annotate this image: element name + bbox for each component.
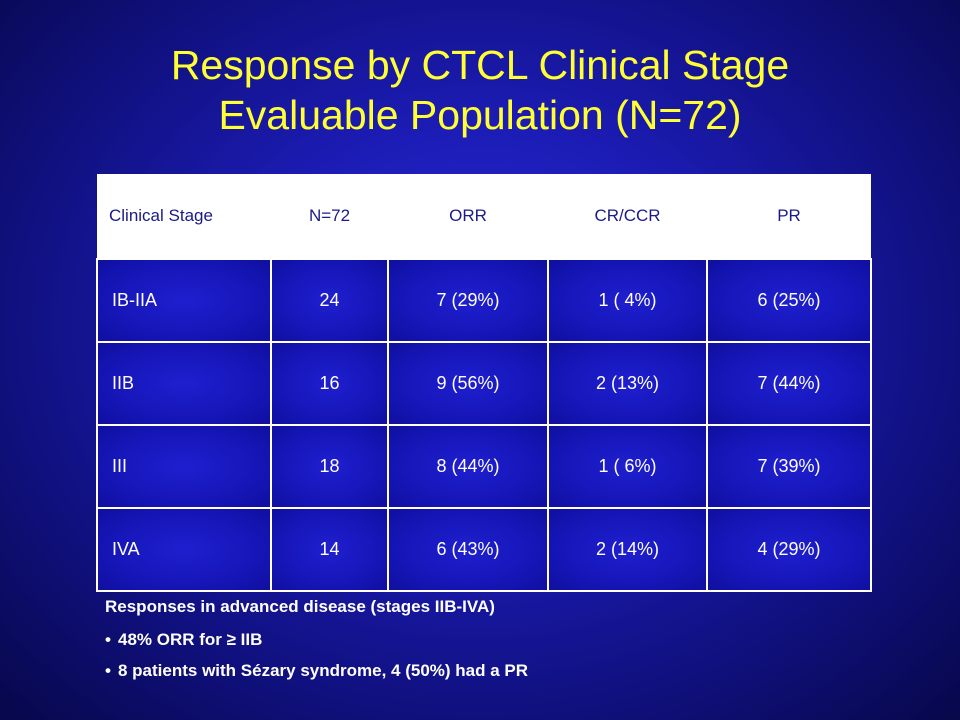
title-line-2: Evaluable Population (N=72) [218, 92, 742, 138]
response-table: Clinical Stage N=72 ORR CR/CCR PR IB-IIA… [96, 174, 872, 592]
cell-cr-ccr: 2 (13%) [547, 341, 708, 426]
table-header-row: Clinical Stage N=72 ORR CR/CCR PR [97, 174, 871, 259]
cell-stage: IVA [96, 507, 272, 592]
note-bullet-item: • 8 patients with Sézary syndrome, 4 (50%… [105, 655, 528, 686]
header-cr-ccr: CR/CCR [548, 174, 707, 259]
cell-cr-ccr: 1 ( 6%) [547, 424, 708, 509]
table-row: IB-IIA 24 7 (29%) 1 ( 4%) 6 (25%) [96, 258, 872, 343]
cell-cr-ccr: 2 (14%) [547, 507, 708, 592]
slide-title: Response by CTCL Clinical Stage Evaluabl… [0, 40, 960, 140]
bullet-icon: • [105, 630, 111, 649]
cell-pr: 4 (29%) [706, 507, 872, 592]
cell-orr: 8 (44%) [387, 424, 549, 509]
cell-pr: 7 (44%) [706, 341, 872, 426]
note-bullet-text: 8 patients with Sézary syndrome, 4 (50%)… [118, 661, 529, 680]
notes-section: Responses in advanced disease (stages II… [105, 594, 528, 686]
cell-n: 18 [270, 424, 389, 509]
header-orr: ORR [388, 174, 548, 259]
cell-stage: III [96, 424, 272, 509]
cell-stage: IB-IIA [96, 258, 272, 343]
cell-pr: 6 (25%) [706, 258, 872, 343]
cell-n: 14 [270, 507, 389, 592]
title-line-1: Response by CTCL Clinical Stage [170, 42, 790, 88]
note-bullet-text: 48% ORR for ≥ IIB [118, 630, 263, 649]
cell-orr: 7 (29%) [387, 258, 549, 343]
cell-orr: 6 (43%) [387, 507, 549, 592]
header-clinical-stage: Clinical Stage [97, 174, 271, 259]
bullet-icon: • [105, 661, 111, 680]
table-row: III 18 8 (44%) 1 ( 6%) 7 (39%) [96, 424, 872, 509]
cell-cr-ccr: 1 ( 4%) [547, 258, 708, 343]
cell-orr: 9 (56%) [387, 341, 549, 426]
cell-pr: 7 (39%) [706, 424, 872, 509]
header-pr: PR [707, 174, 871, 259]
cell-n: 16 [270, 341, 389, 426]
cell-stage: IIB [96, 341, 272, 426]
note-bullet-item: • 48% ORR for ≥ IIB [105, 624, 528, 655]
notes-heading: Responses in advanced disease (stages II… [105, 597, 495, 616]
header-n: N=72 [271, 174, 388, 259]
cell-n: 24 [270, 258, 389, 343]
table-row: IIB 16 9 (56%) 2 (13%) 7 (44%) [96, 341, 872, 426]
table-row: IVA 14 6 (43%) 2 (14%) 4 (29%) [96, 507, 872, 592]
